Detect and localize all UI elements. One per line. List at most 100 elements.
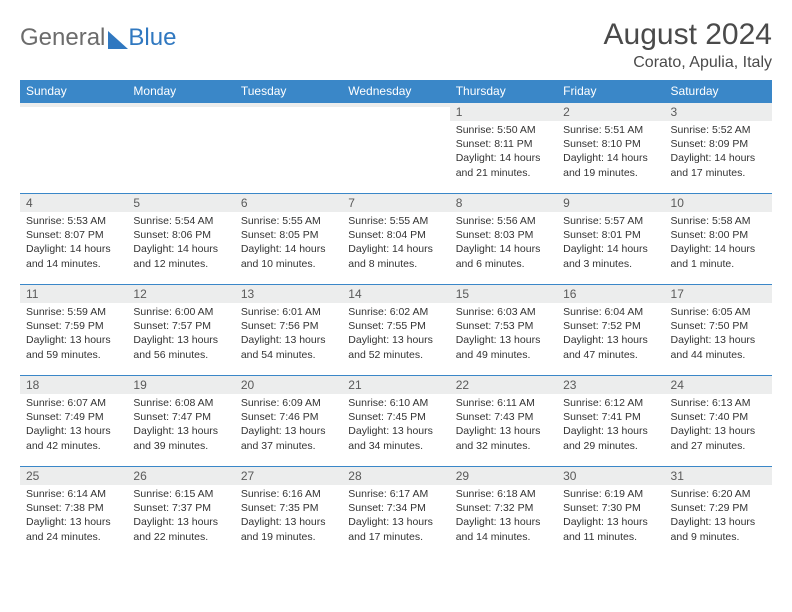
- sunrise-text: Sunrise: 6:01 AM: [241, 305, 336, 319]
- calendar-day-cell: 13 Sunrise: 6:01 AMSunset: 7:56 PMDayligh…: [235, 284, 342, 375]
- daylight-text: Daylight: 13 hours and 44 minutes.: [671, 333, 766, 361]
- daylight-text: Daylight: 14 hours and 21 minutes.: [456, 151, 551, 179]
- day-details: Sunrise: 5:50 AMSunset: 8:11 PMDaylight:…: [450, 121, 557, 184]
- daylight-text: Daylight: 13 hours and 42 minutes.: [26, 424, 121, 452]
- daylight-text: Daylight: 13 hours and 14 minutes.: [456, 515, 551, 543]
- calendar-day-cell: 22Sunrise: 6:11 AMSunset: 7:43 PMDayligh…: [450, 375, 557, 466]
- sunrise-text: Sunrise: 6:18 AM: [456, 487, 551, 501]
- daylight-text: Daylight: 14 hours and 10 minutes.: [241, 242, 336, 270]
- day-details: Sunrise: 6:16 AMSunset: 7:35 PMDaylight:…: [235, 485, 342, 548]
- calendar-day-cell: 25Sunrise: 6:14 AMSunset: 7:38 PMDayligh…: [20, 466, 127, 557]
- location-label: Corato, Apulia, Italy: [604, 54, 772, 72]
- calendar-day-cell: 16Sunrise: 6:04 AMSunset: 7:52 PMDayligh…: [557, 284, 664, 375]
- day-details: Sunrise: 6:10 AMSunset: 7:45 PMDaylight:…: [342, 394, 449, 457]
- logo: General Blue: [20, 24, 176, 52]
- title-block: August 2024 Corato, Apulia, Italy: [604, 18, 772, 72]
- day-details: Sunrise: 6:02 AMSunset: 7:55 PMDaylight:…: [342, 303, 449, 366]
- calendar-day-cell: 15Sunrise: 6:03 AMSunset: 7:53 PMDayligh…: [450, 284, 557, 375]
- month-title: August 2024: [604, 18, 772, 52]
- sunrise-text: Sunrise: 5:53 AM: [26, 214, 121, 228]
- day-number: 21: [342, 376, 449, 394]
- sunset-text: Sunset: 7:34 PM: [348, 501, 443, 515]
- sunset-text: Sunset: 7:35 PM: [241, 501, 336, 515]
- calendar-day-cell: 5 Sunrise: 5:54 AMSunset: 8:06 PMDaylight…: [127, 193, 234, 284]
- sunset-text: Sunset: 7:59 PM: [26, 319, 121, 333]
- daylight-text: Daylight: 13 hours and 19 minutes.: [241, 515, 336, 543]
- sunset-text: Sunset: 7:32 PM: [456, 501, 551, 515]
- sunset-text: Sunset: 7:56 PM: [241, 319, 336, 333]
- calendar-week-row: 25Sunrise: 6:14 AMSunset: 7:38 PMDayligh…: [20, 466, 772, 557]
- sunrise-text: Sunrise: 6:04 AM: [563, 305, 658, 319]
- calendar-table: Sunday Monday Tuesday Wednesday Thursday…: [20, 80, 772, 557]
- day-number: 18: [20, 376, 127, 394]
- sunrise-text: Sunrise: 5:54 AM: [133, 214, 228, 228]
- weekday-header: Wednesday: [342, 80, 449, 102]
- daylight-text: Daylight: 13 hours and 39 minutes.: [133, 424, 228, 452]
- day-number: 25: [20, 467, 127, 485]
- page-header: General Blue August 2024 Corato, Apulia,…: [20, 18, 772, 72]
- day-number: 13: [235, 285, 342, 303]
- calendar-day-cell: 27Sunrise: 6:16 AMSunset: 7:35 PMDayligh…: [235, 466, 342, 557]
- sunrise-text: Sunrise: 6:16 AM: [241, 487, 336, 501]
- sunrise-text: Sunrise: 6:15 AM: [133, 487, 228, 501]
- calendar-day-cell: 12Sunrise: 6:00 AMSunset: 7:57 PMDayligh…: [127, 284, 234, 375]
- day-details: Sunrise: 5:58 AMSunset: 8:00 PMDaylight:…: [665, 212, 772, 275]
- calendar-day-cell: [235, 102, 342, 193]
- daylight-text: Daylight: 14 hours and 3 minutes.: [563, 242, 658, 270]
- weekday-header: Friday: [557, 80, 664, 102]
- sunrise-text: Sunrise: 5:52 AM: [671, 123, 766, 137]
- daylight-text: Daylight: 13 hours and 47 minutes.: [563, 333, 658, 361]
- calendar-day-cell: [342, 102, 449, 193]
- daylight-text: Daylight: 14 hours and 12 minutes.: [133, 242, 228, 270]
- calendar-week-row: 1Sunrise: 5:50 AMSunset: 8:11 PMDaylight…: [20, 102, 772, 193]
- sunset-text: Sunset: 7:38 PM: [26, 501, 121, 515]
- sunrise-text: Sunrise: 6:10 AM: [348, 396, 443, 410]
- day-details: Sunrise: 5:52 AMSunset: 8:09 PMDaylight:…: [665, 121, 772, 184]
- logo-text-blue: Blue: [128, 24, 176, 52]
- weekday-header: Sunday: [20, 80, 127, 102]
- daylight-text: Daylight: 13 hours and 17 minutes.: [348, 515, 443, 543]
- day-number: 6: [235, 194, 342, 212]
- calendar-day-cell: 14Sunrise: 6:02 AMSunset: 7:55 PMDayligh…: [342, 284, 449, 375]
- day-details: Sunrise: 6:07 AMSunset: 7:49 PMDaylight:…: [20, 394, 127, 457]
- day-details: Sunrise: 6:08 AMSunset: 7:47 PMDaylight:…: [127, 394, 234, 457]
- logo-text-general: General: [20, 24, 105, 52]
- day-number: 5: [127, 194, 234, 212]
- day-number: 3: [665, 103, 772, 121]
- weekday-header: Saturday: [665, 80, 772, 102]
- day-number: 7: [342, 194, 449, 212]
- daylight-text: Daylight: 13 hours and 54 minutes.: [241, 333, 336, 361]
- day-details: Sunrise: 5:55 AMSunset: 8:05 PMDaylight:…: [235, 212, 342, 275]
- day-details: Sunrise: 6:18 AMSunset: 7:32 PMDaylight:…: [450, 485, 557, 548]
- day-number: 17: [665, 285, 772, 303]
- sunset-text: Sunset: 8:04 PM: [348, 228, 443, 242]
- day-details: Sunrise: 6:05 AMSunset: 7:50 PMDaylight:…: [665, 303, 772, 366]
- calendar-day-cell: 1Sunrise: 5:50 AMSunset: 8:11 PMDaylight…: [450, 102, 557, 193]
- calendar-day-cell: 20Sunrise: 6:09 AMSunset: 7:46 PMDayligh…: [235, 375, 342, 466]
- daylight-text: Daylight: 13 hours and 56 minutes.: [133, 333, 228, 361]
- weekday-header: Tuesday: [235, 80, 342, 102]
- day-number: 28: [342, 467, 449, 485]
- calendar-day-cell: 3Sunrise: 5:52 AMSunset: 8:09 PMDaylight…: [665, 102, 772, 193]
- sunrise-text: Sunrise: 5:55 AM: [348, 214, 443, 228]
- sunset-text: Sunset: 8:06 PM: [133, 228, 228, 242]
- sunset-text: Sunset: 8:00 PM: [671, 228, 766, 242]
- day-details: Sunrise: 6:12 AMSunset: 7:41 PMDaylight:…: [557, 394, 664, 457]
- daylight-text: Daylight: 14 hours and 8 minutes.: [348, 242, 443, 270]
- day-details: Sunrise: 5:53 AMSunset: 8:07 PMDaylight:…: [20, 212, 127, 275]
- sunrise-text: Sunrise: 5:57 AM: [563, 214, 658, 228]
- day-details: Sunrise: 6:14 AMSunset: 7:38 PMDaylight:…: [20, 485, 127, 548]
- daylight-text: Daylight: 14 hours and 14 minutes.: [26, 242, 121, 270]
- daylight-text: Daylight: 13 hours and 22 minutes.: [133, 515, 228, 543]
- sunrise-text: Sunrise: 6:05 AM: [671, 305, 766, 319]
- sunset-text: Sunset: 7:55 PM: [348, 319, 443, 333]
- daylight-text: Daylight: 13 hours and 34 minutes.: [348, 424, 443, 452]
- day-details: Sunrise: 6:00 AMSunset: 7:57 PMDaylight:…: [127, 303, 234, 366]
- day-number: 11: [20, 285, 127, 303]
- sunset-text: Sunset: 8:01 PM: [563, 228, 658, 242]
- daylight-text: Daylight: 13 hours and 59 minutes.: [26, 333, 121, 361]
- calendar-day-cell: 24Sunrise: 6:13 AMSunset: 7:40 PMDayligh…: [665, 375, 772, 466]
- calendar-day-cell: 31Sunrise: 6:20 AMSunset: 7:29 PMDayligh…: [665, 466, 772, 557]
- calendar-day-cell: 7 Sunrise: 5:55 AMSunset: 8:04 PMDaylight…: [342, 193, 449, 284]
- day-details: Sunrise: 6:09 AMSunset: 7:46 PMDaylight:…: [235, 394, 342, 457]
